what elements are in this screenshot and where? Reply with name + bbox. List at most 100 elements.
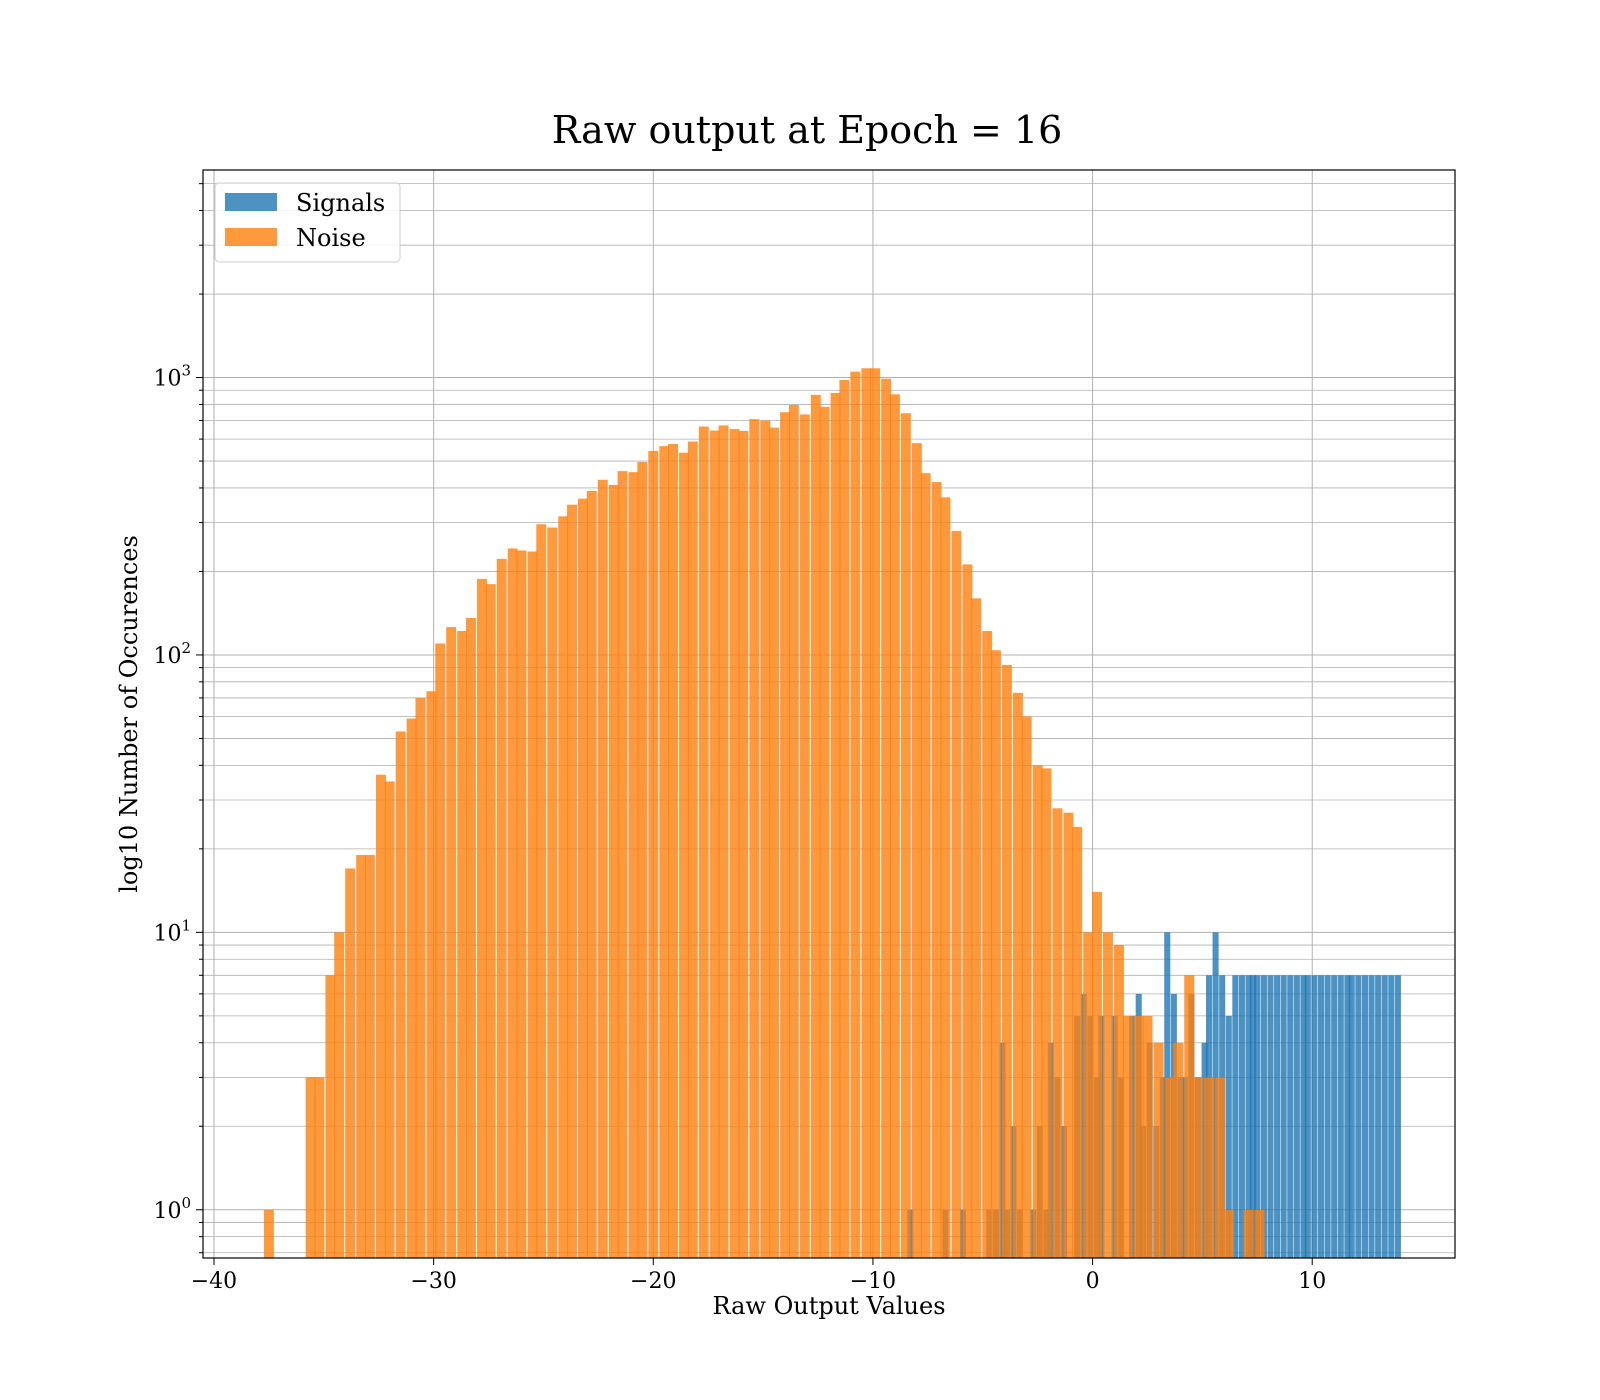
bar-signals	[1381, 975, 1388, 1258]
bar-noise	[1122, 1015, 1133, 1258]
bar-noise	[889, 394, 900, 1258]
bar-noise	[375, 774, 386, 1258]
bar-signals	[1260, 975, 1267, 1258]
bar-noise	[1164, 1077, 1175, 1258]
bar-noise	[356, 855, 367, 1258]
bar-noise	[435, 643, 446, 1258]
bar-noise	[709, 430, 720, 1258]
bar-noise	[920, 473, 931, 1258]
bar-noise	[426, 691, 437, 1258]
bar-noise	[536, 524, 547, 1258]
bar-noise	[1133, 1015, 1144, 1258]
bar-noise	[1113, 945, 1124, 1258]
x-axis-label: Raw Output Values	[712, 1292, 945, 1320]
bar-noise	[760, 420, 771, 1258]
bar-noise	[1001, 664, 1012, 1258]
bar-noise	[698, 426, 709, 1258]
bar-signals	[1225, 1015, 1232, 1258]
bar-noise	[971, 598, 982, 1258]
bar-noise	[951, 530, 962, 1258]
bar-signals	[1368, 975, 1375, 1258]
bar-noise	[962, 564, 973, 1258]
bar-noise	[659, 446, 670, 1258]
bar-noise	[527, 551, 538, 1258]
bar-noise	[788, 405, 799, 1258]
bar-noise	[648, 450, 659, 1259]
plot-frame	[202, 169, 1456, 1259]
bar-signals	[1375, 975, 1382, 1258]
bar-signals	[1331, 975, 1338, 1258]
bar-noise	[749, 419, 760, 1259]
bar-signals	[1361, 975, 1368, 1258]
bar-signals	[1287, 975, 1294, 1258]
bar-noise	[395, 731, 406, 1258]
bar-noise	[881, 378, 892, 1258]
bar-signals	[1300, 975, 1307, 1258]
bar-noise	[900, 413, 911, 1258]
bar-noise	[617, 471, 628, 1258]
bar-noise	[558, 516, 569, 1258]
bar-noise	[305, 1077, 316, 1258]
bar-noise	[384, 781, 395, 1258]
bar-noise	[547, 527, 558, 1258]
x-tick-label: 10	[1298, 1269, 1326, 1294]
bar-noise	[578, 498, 588, 1258]
bar-signals	[1254, 975, 1261, 1258]
bar-noise	[1223, 1209, 1234, 1258]
bar-noise	[1204, 1077, 1214, 1258]
legend: Signals Noise	[214, 182, 401, 263]
bar-noise	[850, 371, 861, 1258]
bar-signals	[1344, 975, 1351, 1258]
x-tick-label: −30	[410, 1269, 456, 1294]
bar-noise	[870, 368, 881, 1258]
bar-noise	[465, 617, 476, 1258]
bar-noise	[911, 443, 922, 1258]
bar-signals	[1317, 975, 1325, 1258]
x-tick-label: −40	[191, 1269, 237, 1294]
bar-noise	[1173, 1042, 1184, 1258]
bar-signals	[1232, 975, 1239, 1258]
bar-noise	[415, 697, 426, 1258]
bar-signals	[1304, 975, 1311, 1258]
bar-noise	[516, 550, 527, 1258]
legend-label-signals: Signals	[296, 189, 385, 217]
bar-noise	[799, 414, 810, 1258]
bar-signals	[1394, 975, 1401, 1258]
bar-noise	[345, 868, 356, 1258]
bar-signals	[1355, 975, 1362, 1258]
bar-noise	[1091, 891, 1102, 1258]
bar-noise	[1072, 826, 1083, 1258]
bar-noise	[597, 479, 608, 1258]
x-tick-label: 0	[1086, 1269, 1100, 1294]
bar-noise	[1142, 1015, 1153, 1258]
bar-noise	[668, 444, 679, 1258]
bar-noise	[990, 650, 1001, 1258]
bar-noise	[608, 484, 619, 1259]
bar-noise	[1021, 716, 1032, 1258]
legend-label-noise: Noise	[296, 224, 366, 252]
bar-noise	[738, 430, 749, 1258]
bar-noise	[1254, 1209, 1265, 1258]
bar-noise	[1012, 692, 1023, 1258]
bar-noise	[325, 975, 336, 1258]
bar-noise	[1184, 975, 1195, 1258]
legend-swatch-noise	[225, 228, 277, 246]
bar-noise	[446, 627, 457, 1258]
bars-layer	[263, 368, 1401, 1259]
bar-noise	[507, 548, 518, 1258]
bar-signals	[1324, 975, 1331, 1258]
bar-signals	[1238, 975, 1245, 1258]
bar-signals	[1245, 975, 1252, 1258]
bar-noise	[679, 452, 690, 1258]
bar-noise	[1052, 808, 1063, 1258]
bar-noise	[839, 379, 850, 1258]
bar-noise	[819, 406, 830, 1258]
bar-noise	[364, 855, 375, 1258]
y-tick-label: 102	[153, 639, 191, 669]
bar-signals	[1267, 975, 1274, 1258]
bar-noise	[687, 441, 698, 1258]
bar-noise	[1041, 768, 1052, 1258]
x-tick-label: −20	[630, 1269, 676, 1294]
